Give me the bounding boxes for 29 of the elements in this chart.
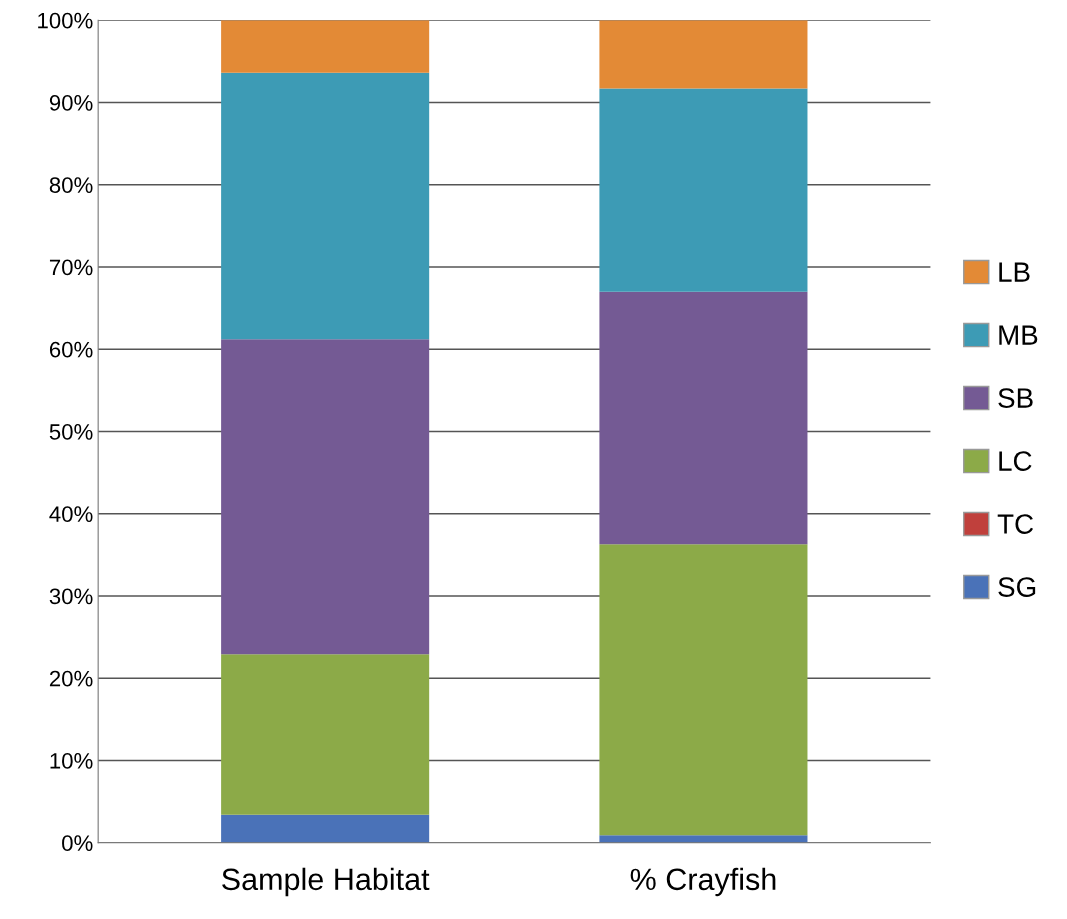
legend-label: MB (999, 325, 1038, 345)
y-tick-label: 30% (49, 588, 93, 605)
bar (221, 654, 430, 815)
x-tick-label: % Crayfish (630, 867, 776, 897)
x-tick-label: Sample Habitat (222, 867, 430, 897)
bar (599, 835, 808, 843)
y-tick-label: 90% (49, 95, 93, 111)
bar (599, 544, 808, 836)
y-tick-label: 70% (49, 259, 93, 276)
y-tick-label: 50% (49, 424, 93, 440)
y-tick-label: 60% (49, 341, 93, 358)
bar (221, 72, 430, 340)
bar (221, 339, 430, 655)
y-tick-label: 20% (49, 670, 93, 687)
legend-label: SG (998, 577, 1036, 597)
legend-label: SB (998, 388, 1033, 408)
bar (221, 20, 430, 73)
y-tick-label: 40% (49, 506, 93, 522)
y-tick-label: 100% (38, 12, 93, 29)
legend-label: LB (999, 262, 1030, 282)
y-tick-label: 80% (49, 177, 93, 193)
bar (599, 20, 808, 89)
legend-label: LC (999, 451, 1032, 471)
bar (221, 814, 430, 843)
bar (599, 88, 808, 292)
bar (599, 291, 808, 545)
legend-label: TC (997, 514, 1034, 534)
y-tick-label: 0% (62, 835, 93, 851)
y-tick-label: 10% (50, 753, 93, 769)
